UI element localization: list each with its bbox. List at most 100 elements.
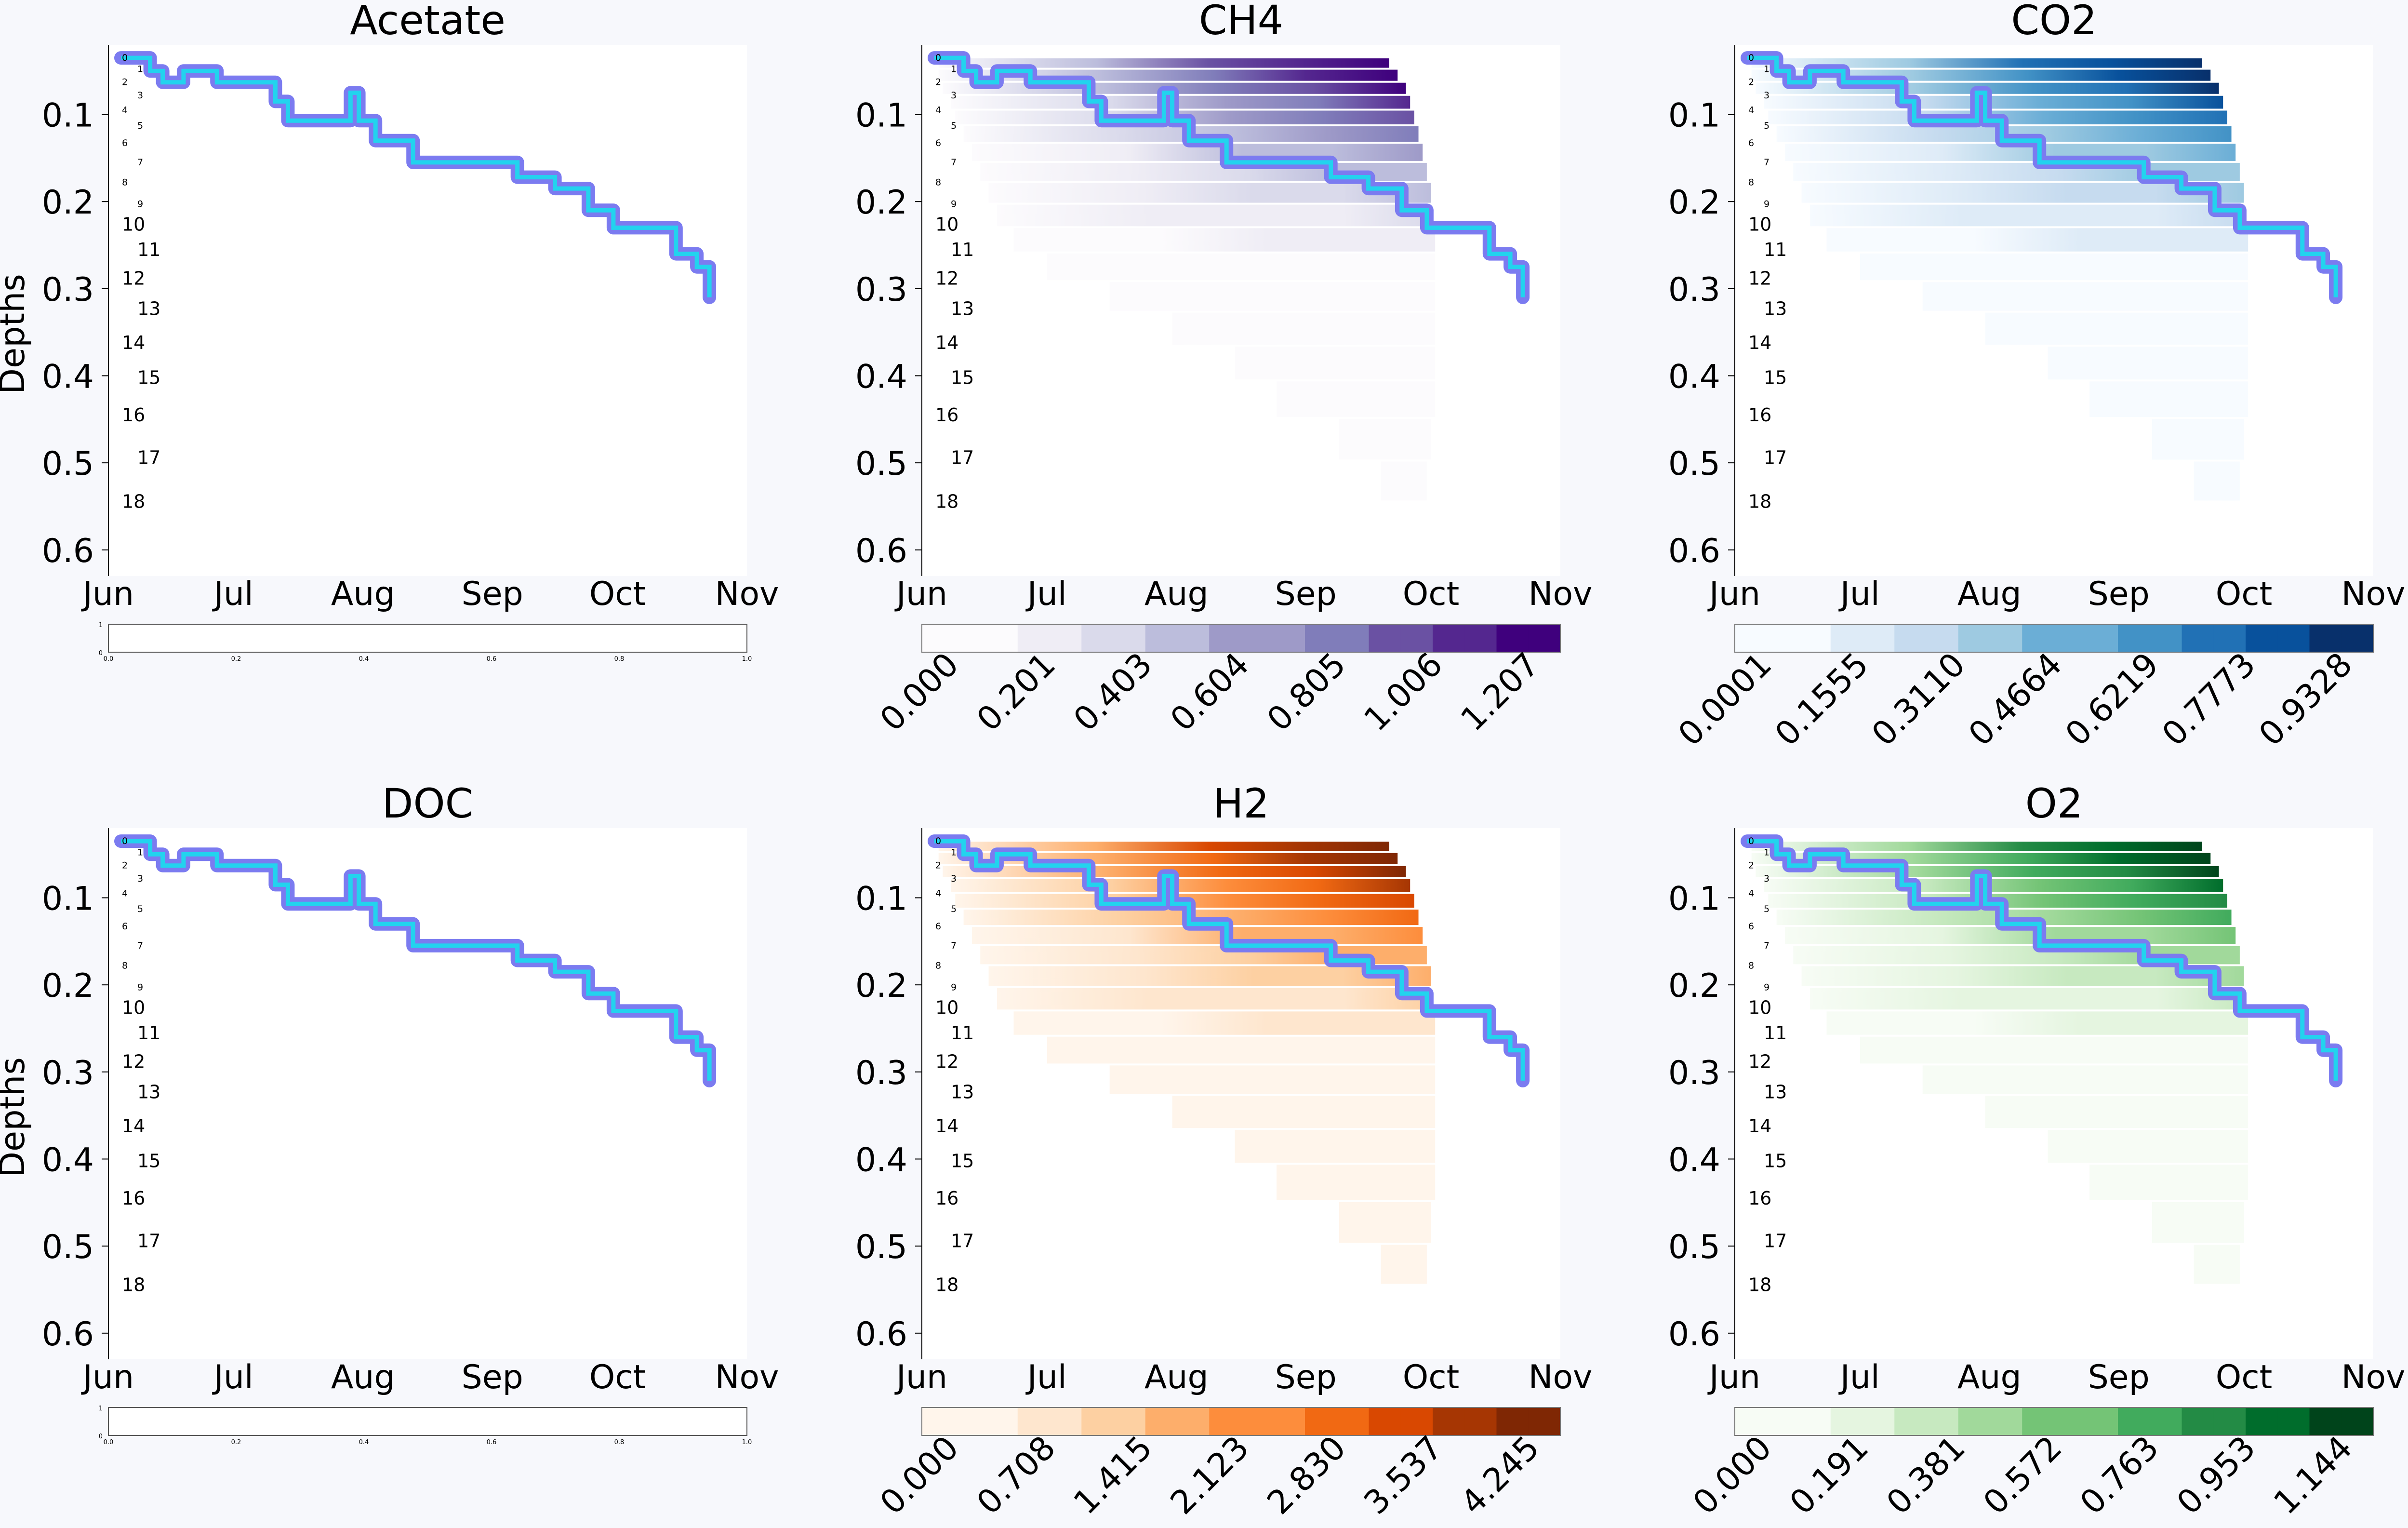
heatmap-band [997,988,1431,1010]
colorbar-tick-label: 0.6 [487,1439,497,1446]
depth-label: 13 [951,298,974,320]
colorbar-segment [1958,624,1991,652]
colorbar-segment [1863,1407,1895,1435]
x-tick-label: Jun [1707,1358,1760,1396]
depth-label: 5 [137,904,143,914]
x-tick-label: Aug [1957,575,2022,613]
x-tick-label: Sep [462,575,523,613]
colorbar-tick-label: 0.805 [1260,645,1354,739]
colorbar-segment [985,624,1018,652]
heatmap-band [1109,1065,1436,1094]
depth-label: 10 [122,214,145,235]
colorbar-tick-label: 0.9328 [2252,645,2360,753]
depth-label: 9 [951,199,957,210]
y-tick-label: 0.3 [855,1054,907,1092]
colorbar-segment [922,1407,954,1435]
heatmap-band [1013,1011,1436,1035]
depth-label: 14 [122,1115,145,1137]
depth-label: 17 [137,1231,160,1252]
depth-label: 9 [1764,199,1769,210]
y-tick-label: 0.6 [1668,1315,1720,1354]
colorbar-segment [1177,1407,1210,1435]
colorbar-segment [2246,624,2278,652]
depth-label: 6 [935,921,941,932]
heatmap-band [1985,312,2248,345]
depth-label: 9 [951,982,957,993]
depth-label: 16 [122,404,145,426]
colorbar-segment [1798,624,1831,652]
colorbar-segment [1464,1407,1497,1435]
y-tick-label: 0.5 [1668,445,1720,483]
x-tick-label: Oct [589,575,646,613]
colorbar-segment [1830,624,1863,652]
colorbar-segment [1050,1407,1082,1435]
depth-label: 15 [951,367,974,388]
y-tick-label: 0.2 [42,184,94,222]
chart-title: CH4 [1199,0,1283,44]
x-tick-label: Oct [1403,1358,1460,1396]
colorbar-segment [1209,624,1241,652]
colorbar-segment [2150,1407,2182,1435]
depth-label: 1 [951,847,957,858]
heatmap-band [2048,1130,2248,1163]
colorbar-segment [2309,1407,2342,1435]
colorbar-segment [1241,624,1274,652]
depth-label: 4 [1748,888,1754,898]
y-tick-label: 0.4 [855,358,907,396]
colorbar-tick-label: 0.0 [104,1439,114,1446]
x-tick-label: Aug [331,1358,395,1396]
colorbar-segment [922,624,954,652]
x-tick-label: Oct [589,1358,646,1396]
depth-label: 0 [935,53,941,63]
depth-label: 18 [935,1274,958,1295]
colorbar-tick-label: 1.0 [742,656,752,663]
colorbar-segment [1798,1407,1831,1435]
heatmap-band [1809,988,2244,1010]
colorbar-tick-label: 0.000 [873,1429,967,1522]
depth-label: 0 [1748,836,1754,846]
colorbar-segment [1113,1407,1146,1435]
depth-label: 2 [935,860,941,871]
y-axis-label: Depths [0,274,32,394]
depth-label: 3 [1764,90,1769,101]
depth-label: 11 [951,239,974,260]
depth-label: 17 [1764,447,1787,469]
colorbar-side-tick: 0 [99,1433,103,1440]
heatmap-band [2152,419,2244,460]
y-tick-label: 0.1 [855,880,907,918]
colorbar-segment [2086,624,2118,652]
depth-label: 13 [1764,298,1787,320]
heatmap-band [1764,879,2223,892]
depth-label: 16 [1748,404,1771,426]
depth-label: 5 [951,904,957,914]
colorbar-segment [1145,624,1178,652]
heatmap-band [1013,228,1436,252]
depth-label: 7 [137,157,143,168]
heatmap-band [1381,1245,1427,1284]
colorbar-segment [1337,624,1369,652]
colorbar-segment [1830,1407,1863,1435]
depth-label: 11 [1764,239,1787,260]
colorbar [921,624,1561,653]
heatmap-band [1172,312,1436,345]
colorbar-segment [1990,1407,2022,1435]
heatmap-band [2089,381,2248,417]
colorbar-segment [1369,1407,1401,1435]
heatmap-band [2194,1245,2240,1284]
colorbar-segment [1735,624,1767,652]
colorbar-segment [2118,624,2150,652]
depth-label: 4 [122,888,128,898]
y-tick-label: 0.3 [42,1054,94,1092]
water-table-line-inner [934,839,1525,1081]
colorbar-segment [2277,624,2310,652]
colorbar-tick-label: 0.8 [614,1439,625,1446]
colorbar-side-tick: 0 [99,650,103,657]
x-tick-label: Sep [2088,1358,2150,1396]
colorbar-segment [1464,624,1497,652]
colorbar-segment [1337,1407,1369,1435]
colorbar-segment [2086,1407,2118,1435]
colorbar-segment [2341,624,2374,652]
colorbar-segment [2213,1407,2246,1435]
